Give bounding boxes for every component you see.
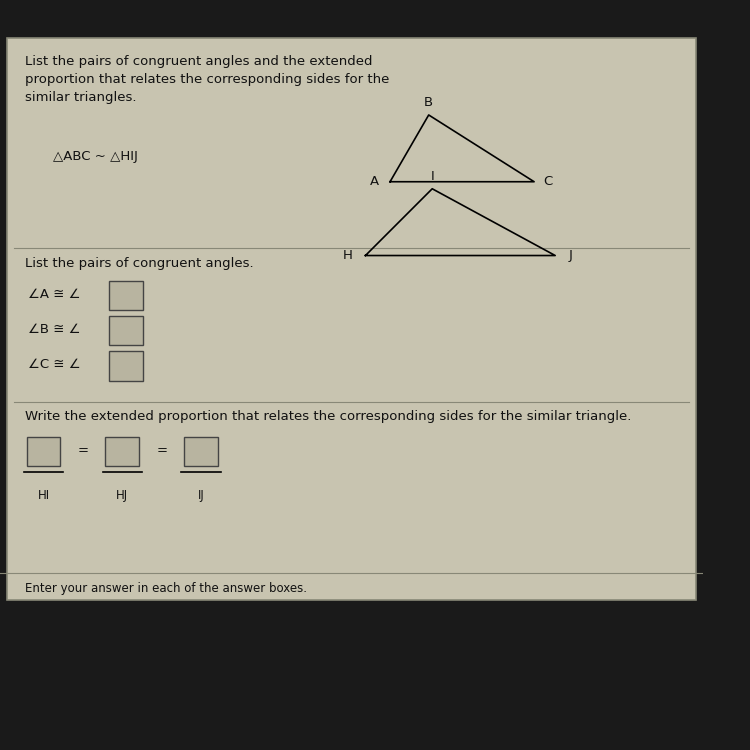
Text: =: = (156, 445, 167, 458)
Text: A: A (370, 176, 380, 188)
FancyBboxPatch shape (184, 436, 218, 466)
Text: ∠B ≅ ∠: ∠B ≅ ∠ (28, 322, 80, 336)
Text: HI: HI (38, 490, 50, 502)
FancyBboxPatch shape (106, 436, 140, 466)
Text: =: = (77, 445, 88, 458)
Text: C: C (544, 176, 553, 188)
Text: J: J (568, 249, 572, 262)
FancyBboxPatch shape (109, 316, 142, 346)
Text: ∠A ≅ ∠: ∠A ≅ ∠ (28, 288, 80, 301)
Text: HJ: HJ (116, 490, 128, 502)
Text: I: I (430, 170, 434, 182)
Text: List the pairs of congruent angles and the extended
proportion that relates the : List the pairs of congruent angles and t… (25, 56, 389, 104)
Text: H: H (343, 249, 352, 262)
FancyBboxPatch shape (27, 436, 61, 466)
Text: Write the extended proportion that relates the corresponding sides for the simil: Write the extended proportion that relat… (25, 410, 631, 423)
FancyBboxPatch shape (109, 351, 142, 380)
Text: ∠C ≅ ∠: ∠C ≅ ∠ (28, 358, 81, 371)
Text: B: B (424, 96, 433, 109)
Text: IJ: IJ (197, 490, 204, 502)
Text: △ABC ~ △HIJ: △ABC ~ △HIJ (53, 150, 137, 163)
FancyBboxPatch shape (109, 280, 142, 310)
Text: Enter your answer in each of the answer boxes.: Enter your answer in each of the answer … (25, 582, 307, 596)
FancyBboxPatch shape (7, 38, 696, 600)
Text: List the pairs of congruent angles.: List the pairs of congruent angles. (25, 257, 254, 270)
